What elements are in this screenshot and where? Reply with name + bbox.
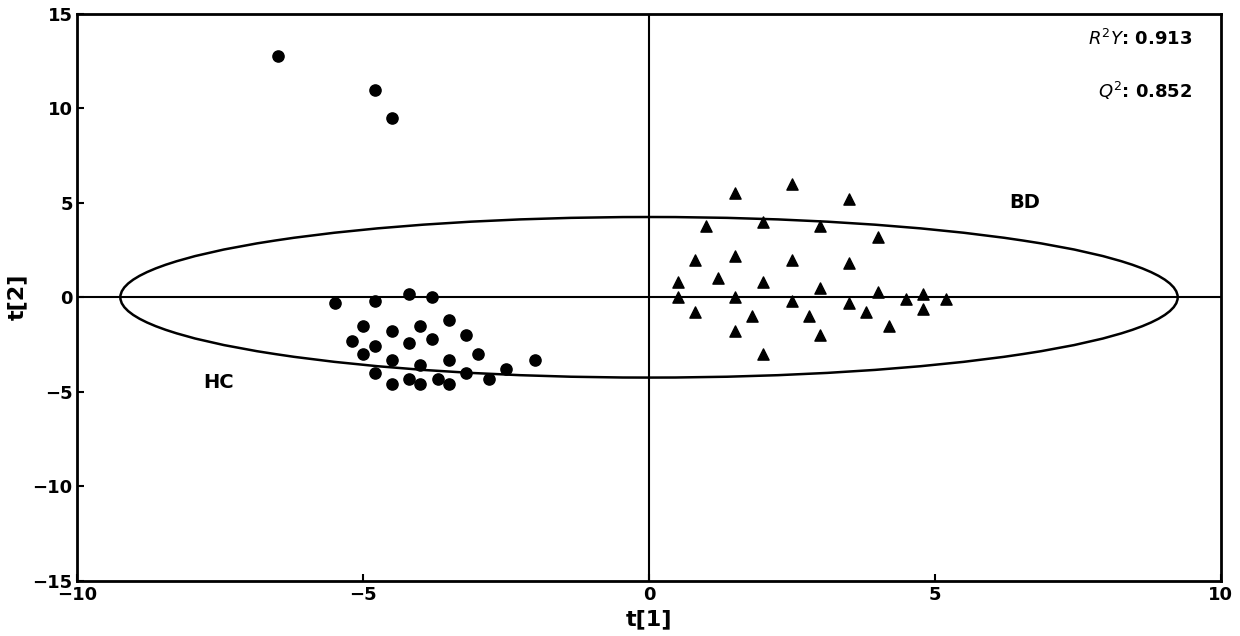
Point xyxy=(708,273,728,284)
Text: $\mathbf{\it{R}^2\it{Y}}$: 0.913: $\mathbf{\it{R}^2\it{Y}}$: 0.913 xyxy=(1087,29,1192,49)
Point xyxy=(325,298,345,308)
Point xyxy=(667,277,687,287)
Point xyxy=(811,221,831,231)
Point xyxy=(754,349,774,359)
Point xyxy=(399,373,419,384)
Point xyxy=(410,379,430,389)
Point xyxy=(684,254,704,265)
Point xyxy=(684,307,704,317)
Point xyxy=(439,315,459,325)
Point xyxy=(868,232,888,242)
Point xyxy=(811,330,831,340)
Point xyxy=(667,292,687,302)
Point xyxy=(428,373,448,384)
Point xyxy=(422,334,441,344)
Point xyxy=(496,364,516,374)
Point xyxy=(439,379,459,389)
Point xyxy=(479,373,498,384)
Point xyxy=(410,360,430,370)
Point xyxy=(857,307,877,317)
Point xyxy=(439,354,459,364)
Point xyxy=(268,50,288,60)
Point xyxy=(725,188,745,198)
Point xyxy=(782,179,802,189)
Point xyxy=(782,296,802,306)
Point xyxy=(839,258,859,268)
Text: $\mathbf{\it{Q}^2}$: 0.852: $\mathbf{\it{Q}^2}$: 0.852 xyxy=(1097,80,1192,102)
Point xyxy=(467,349,487,359)
Point xyxy=(725,292,745,302)
Point xyxy=(879,321,899,331)
Point xyxy=(382,326,402,336)
Point xyxy=(353,321,373,331)
Point xyxy=(897,294,916,304)
Point xyxy=(725,251,745,261)
Point xyxy=(914,288,934,298)
Point xyxy=(811,283,831,293)
Point xyxy=(365,296,384,306)
Point xyxy=(399,338,419,348)
Point xyxy=(382,354,402,364)
Point xyxy=(365,368,384,378)
Point xyxy=(456,330,476,340)
Point xyxy=(754,217,774,227)
Point xyxy=(422,292,441,302)
Point xyxy=(456,368,476,378)
Point xyxy=(342,336,362,346)
Y-axis label: t[2]: t[2] xyxy=(7,274,27,321)
Point xyxy=(754,277,774,287)
Point xyxy=(353,349,373,359)
Point xyxy=(525,354,544,364)
Point xyxy=(742,311,761,321)
Point xyxy=(399,288,419,298)
Point xyxy=(914,303,934,314)
Point xyxy=(868,287,888,297)
Point xyxy=(410,321,430,331)
Point xyxy=(725,326,745,336)
Point xyxy=(365,85,384,95)
Point xyxy=(382,113,402,123)
Point xyxy=(696,221,715,231)
Point xyxy=(936,294,956,304)
Point xyxy=(382,379,402,389)
Point xyxy=(839,194,859,204)
Text: HC: HC xyxy=(203,373,234,392)
Text: BD: BD xyxy=(1009,193,1040,212)
Point xyxy=(365,342,384,352)
Point xyxy=(799,311,818,321)
X-axis label: t[1]: t[1] xyxy=(626,609,672,629)
Point xyxy=(839,298,859,308)
Point xyxy=(782,254,802,265)
